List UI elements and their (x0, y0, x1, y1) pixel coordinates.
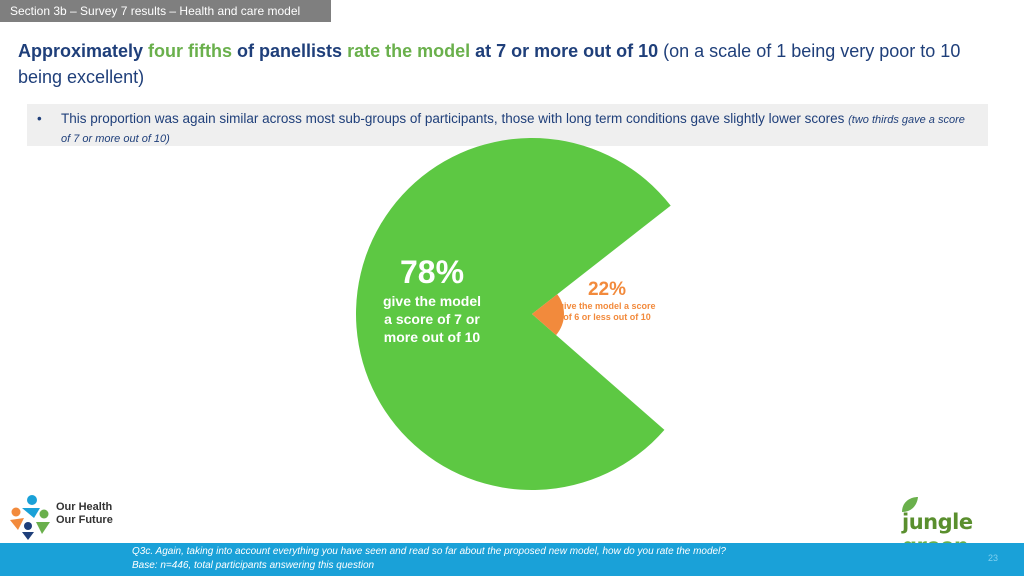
logo-line: Our Health (56, 501, 113, 513)
footer-bar (0, 543, 1024, 576)
title-part: at 7 or more out of 10 (470, 41, 659, 61)
pie-label-high-pct: 78% (400, 254, 464, 290)
logo-word: jungle (902, 510, 973, 534)
pie-label-high-text: a score of 7 or (384, 311, 480, 327)
page-title: Approximately four fifths of panellists … (18, 38, 1008, 90)
jungle-green-logo: jungle green (898, 496, 1016, 558)
pie-label-low-text: of 6 or less out of 10 (563, 312, 651, 322)
footnote-base: Base: n=446, total participants answerin… (132, 560, 375, 571)
title-part: of panellists (232, 41, 348, 61)
pie-label-high-text: give the model (383, 293, 481, 309)
title-highlight: rate the model (347, 41, 471, 61)
page-number: 23 (987, 553, 998, 563)
our-health-logo: Our Health Our Future (8, 494, 128, 540)
section-tab: Section 3b – Survey 7 results – Health a… (0, 0, 331, 22)
title-scale-note: (on a scale of 1 being very poor to 10 b… (18, 41, 961, 87)
pie-slice-high-score (356, 138, 671, 491)
bullet-box: • This proportion was again similar acro… (27, 104, 988, 146)
bullet-note: (two thirds gave a score of 7 or more ou… (61, 114, 965, 145)
footnote-question: Q3c. Again, taking into account everythi… (132, 546, 726, 557)
bullet-text: This proportion was again similar across… (61, 111, 849, 126)
pie-label-low-text: give the model a score (558, 301, 655, 311)
logo-line: Our Future (56, 514, 113, 526)
leaf-icon (902, 497, 918, 512)
footnote: Q3c. Again, taking into account everythi… (132, 545, 726, 573)
people-icon (10, 495, 50, 540)
title-part: Approximately (18, 41, 149, 61)
pie-slice-low-score (532, 294, 564, 336)
title-highlight: four fifths (148, 41, 233, 61)
pie-label-high-text: more out of 10 (384, 329, 481, 345)
pie-label-low-pct: 22% (588, 279, 626, 300)
bullet-marker: • (37, 111, 42, 126)
